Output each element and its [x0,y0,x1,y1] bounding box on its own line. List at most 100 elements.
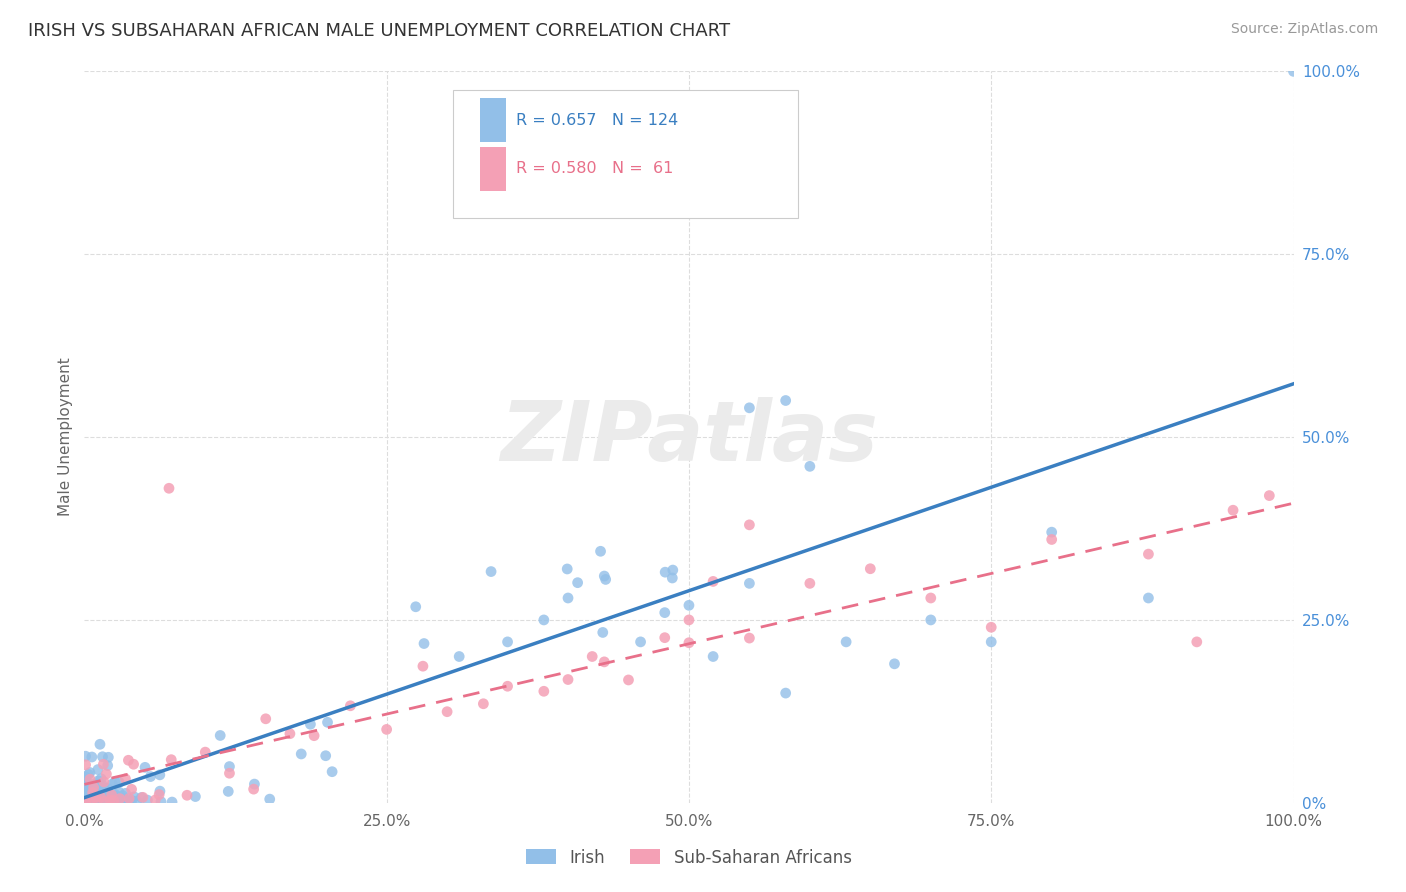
Point [76,794,98,808]
Point [91,780,114,795]
Point [93,780,115,795]
Point [104,774,127,789]
Point [1137,591,1160,605]
Point [738,631,761,645]
Point [278,727,301,741]
Point [1282,64,1305,78]
Point [97,750,120,764]
Point [89,783,111,797]
Point [617,673,640,687]
Point [150,795,173,809]
Point [134,760,156,774]
Text: R = 0.580   N =  61: R = 0.580 N = 61 [516,161,673,176]
Point [321,764,343,779]
Point [111,789,134,803]
Point [184,789,207,804]
Point [108,785,131,799]
Point [883,657,905,671]
Point [557,591,579,605]
Point [595,573,617,587]
Point [117,753,139,767]
Point [104,788,127,802]
Point [479,565,502,579]
Point [738,576,761,591]
Point [98,788,121,802]
Point [920,591,942,605]
Point [299,717,322,731]
Point [80,795,103,809]
Point [104,789,127,803]
Point [112,791,135,805]
Point [160,795,183,809]
Point [80,750,103,764]
Point [139,770,162,784]
Point [209,729,232,743]
Point [101,777,124,791]
Point [83,793,105,807]
Point [75,795,97,809]
Point [316,715,339,730]
Point [859,562,882,576]
Point [654,606,676,620]
Point [217,784,239,798]
Point [242,782,264,797]
Point [93,775,115,789]
Point [775,393,797,408]
Point [100,788,122,802]
Text: R = 0.657   N = 124: R = 0.657 N = 124 [516,113,678,128]
Point [593,655,616,669]
Point [89,780,111,795]
Point [83,788,105,802]
Point [339,698,361,713]
Point [589,544,612,558]
Point [117,794,139,808]
Point [122,757,145,772]
Point [678,636,700,650]
Point [920,613,942,627]
Point [90,772,112,786]
Point [835,635,858,649]
Point [1185,635,1208,649]
Point [84,778,107,792]
Point [93,795,115,809]
Point [84,791,107,805]
Point [118,791,141,805]
Point [75,795,97,809]
Point [94,785,117,799]
Point [738,517,761,532]
Point [1040,525,1063,540]
Point [557,673,579,687]
Point [1222,503,1244,517]
FancyBboxPatch shape [479,146,506,191]
Point [436,705,458,719]
Point [114,772,136,786]
Point [243,777,266,791]
Point [86,779,108,793]
Point [91,778,114,792]
Point [118,794,141,808]
FancyBboxPatch shape [453,90,797,218]
Point [662,563,685,577]
Legend: Irish, Sub-Saharan Africans: Irish, Sub-Saharan Africans [517,840,860,875]
Point [86,784,108,798]
Point [143,793,166,807]
Point [114,786,136,800]
Point [77,786,100,800]
Point [496,635,519,649]
FancyBboxPatch shape [479,98,506,143]
Point [581,649,603,664]
Point [1040,533,1063,547]
Point [83,780,105,795]
Point [218,759,240,773]
Point [94,789,117,804]
Point [592,625,614,640]
Point [87,784,110,798]
Point [87,793,110,807]
Point [84,777,107,791]
Point [1137,547,1160,561]
Point [75,795,97,809]
Point [449,649,471,664]
Point [125,794,148,808]
Point [80,789,103,804]
Point [96,767,118,781]
